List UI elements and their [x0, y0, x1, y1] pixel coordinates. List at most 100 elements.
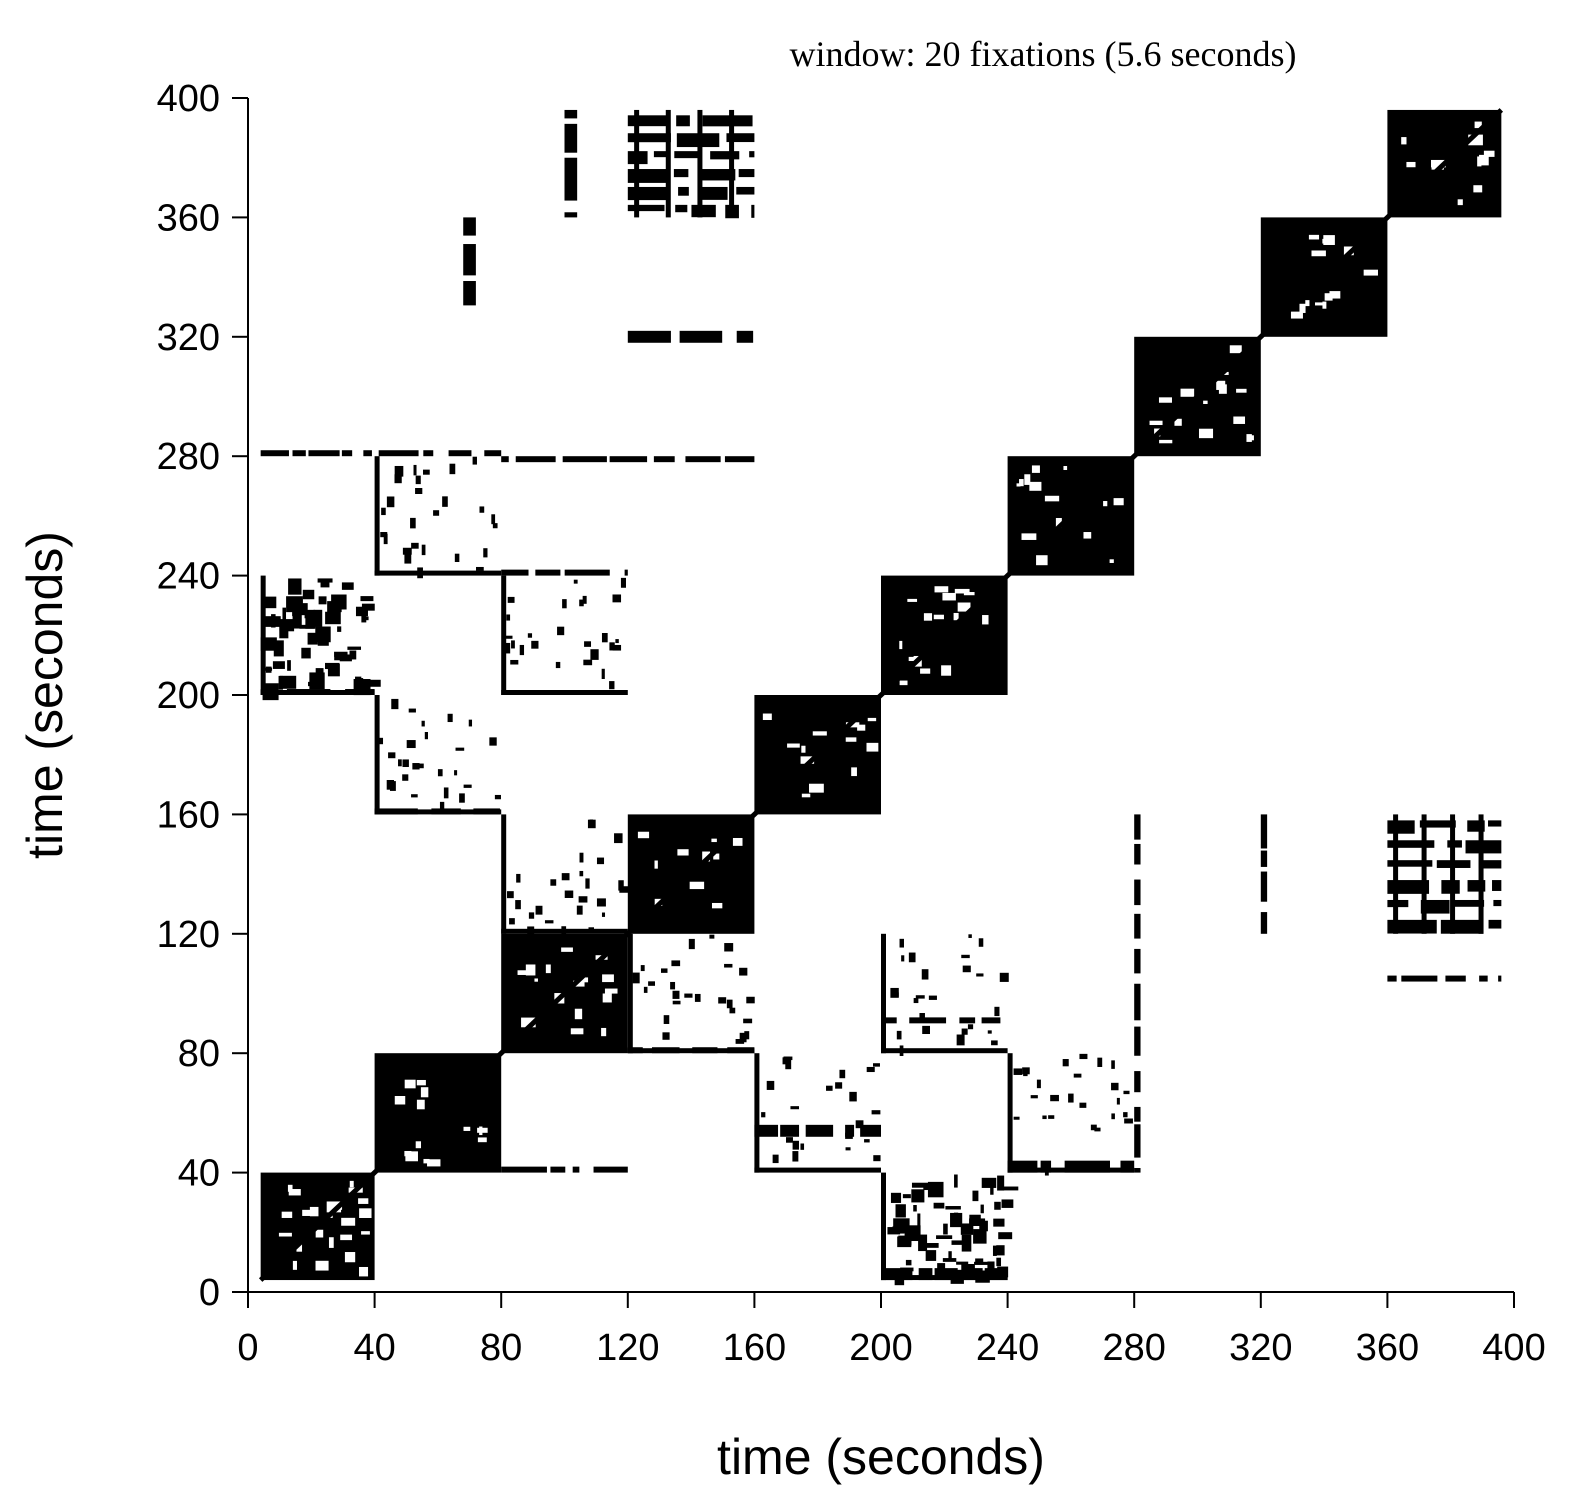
recurrence-gap: [521, 1017, 536, 1028]
recurrence-point: [406, 740, 416, 749]
recurrence-line-segment: [260, 689, 273, 695]
recurrence-point: [917, 1213, 921, 1231]
recurrence-point: [1001, 1199, 1014, 1208]
recurrence-gap: [1029, 481, 1042, 491]
recurrence-point: [953, 1212, 959, 1224]
recurrence-line-segment: [679, 330, 723, 343]
recurrence-gap: [1323, 235, 1335, 245]
recurrence-point: [620, 577, 626, 588]
recurrence-point: [1036, 1079, 1041, 1089]
recurrence-line-segment: [697, 109, 703, 218]
recurrence-point: [299, 624, 316, 629]
recurrence-point: [901, 955, 905, 962]
recurrence-point: [999, 972, 1009, 982]
x-tick-label: 40: [353, 1327, 395, 1369]
recurrence-point: [972, 1190, 979, 1202]
recurrence-line-segment: [1260, 814, 1268, 849]
recurrence-point: [961, 1234, 972, 1252]
recurrence-gap: [953, 612, 959, 621]
recurrence-line-segment: [754, 1167, 881, 1173]
recurrence-gap: [416, 1079, 426, 1086]
recurrence-point: [1023, 1072, 1028, 1077]
recurrence-point: [579, 852, 584, 863]
recurrence-line-segment: [1467, 880, 1486, 892]
recurrence-line-segment: [1421, 814, 1427, 934]
recurrence-point: [992, 1245, 997, 1256]
recurrence-gap: [1468, 134, 1483, 146]
recurrence-point: [792, 1151, 799, 1162]
chart-title: window: 20 fixations (5.6 seconds): [790, 34, 1297, 74]
recurrence-point: [997, 1175, 1005, 1191]
recurrence-point: [849, 1091, 857, 1102]
recurrence-gap: [1290, 311, 1303, 319]
recurrence-line-segment: [675, 204, 688, 213]
x-tick-label: 400: [1482, 1327, 1545, 1369]
recurrence-point: [718, 997, 727, 1004]
recurrence-point: [476, 566, 484, 571]
recurrence-line-segment: [473, 808, 500, 815]
recurrence-line-segment: [934, 1268, 958, 1281]
recurrence-point: [911, 1182, 929, 1188]
recurrence-gap: [1314, 302, 1323, 306]
recurrence-gap: [1479, 154, 1489, 166]
recurrence-point: [1013, 1068, 1023, 1075]
recurrence-gap: [808, 783, 824, 793]
recurrence-point: [491, 514, 496, 525]
recurrence-line-segment: [676, 115, 690, 127]
recurrence-point: [688, 938, 695, 950]
recurrence-point: [337, 626, 342, 632]
plot-area: [258, 108, 1504, 1286]
recurrence-line-segment: [1393, 814, 1399, 934]
recurrence-point: [855, 1120, 864, 1129]
recurrence-line-segment: [724, 456, 755, 463]
recurrence-point: [913, 1205, 917, 1212]
recurrence-line-segment: [1120, 1160, 1135, 1173]
recurrence-point: [887, 1227, 901, 1235]
recurrence-gap: [920, 668, 931, 674]
recurrence-gap: [677, 849, 689, 856]
recurrence-point: [505, 642, 511, 654]
recurrence-line-segment: [749, 151, 755, 158]
recurrence-point: [386, 496, 395, 508]
recurrence-point: [661, 968, 668, 973]
recurrence-line-segment: [501, 690, 628, 695]
x-tick-label: 280: [1102, 1327, 1165, 1369]
recurrence-point: [942, 1258, 957, 1262]
recurrence-line-segment: [374, 695, 380, 815]
recurrence-point: [905, 1259, 912, 1266]
recurrence-point: [956, 1261, 969, 1265]
recurrence-point: [334, 656, 349, 661]
recurrence-line-segment: [754, 1053, 760, 1173]
recurrence-line-segment: [374, 808, 418, 815]
recurrence-line-segment: [535, 569, 561, 576]
recurrence-line-segment: [699, 169, 736, 181]
recurrence-gap: [427, 1159, 441, 1167]
recurrence-point: [402, 759, 409, 768]
recurrence-gap: [923, 613, 933, 621]
recurrence-point: [424, 732, 428, 740]
recurrence-gap: [963, 592, 975, 596]
recurrence-gap: [1113, 498, 1124, 506]
recurrence-point: [739, 1032, 747, 1043]
recurrence-line-segment: [593, 1166, 628, 1173]
recurrence-line-segment: [1401, 975, 1438, 982]
recurrence-point: [273, 640, 284, 657]
x-tick-label: 80: [480, 1327, 522, 1369]
recurrence-line-segment: [881, 933, 886, 1054]
recurrence-line-segment: [780, 1124, 800, 1137]
recurrence-line-segment: [702, 115, 753, 127]
recurrence-point: [936, 1235, 953, 1239]
recurrence-line-segment: [1493, 899, 1502, 907]
recurrence-gap: [288, 1189, 301, 1196]
recurrence-point: [744, 1031, 750, 1040]
recurrence-point: [893, 992, 899, 997]
recurrence-point: [922, 1025, 930, 1035]
recurrence-gap: [479, 1126, 483, 1136]
recurrence-line-segment: [665, 109, 671, 218]
recurrence-point: [527, 926, 535, 935]
recurrence-point: [394, 465, 404, 477]
recurrence-line-segment: [501, 456, 509, 463]
recurrence-point: [899, 1045, 904, 1057]
recurrence-point: [402, 547, 412, 555]
recurrence-point: [423, 469, 430, 475]
